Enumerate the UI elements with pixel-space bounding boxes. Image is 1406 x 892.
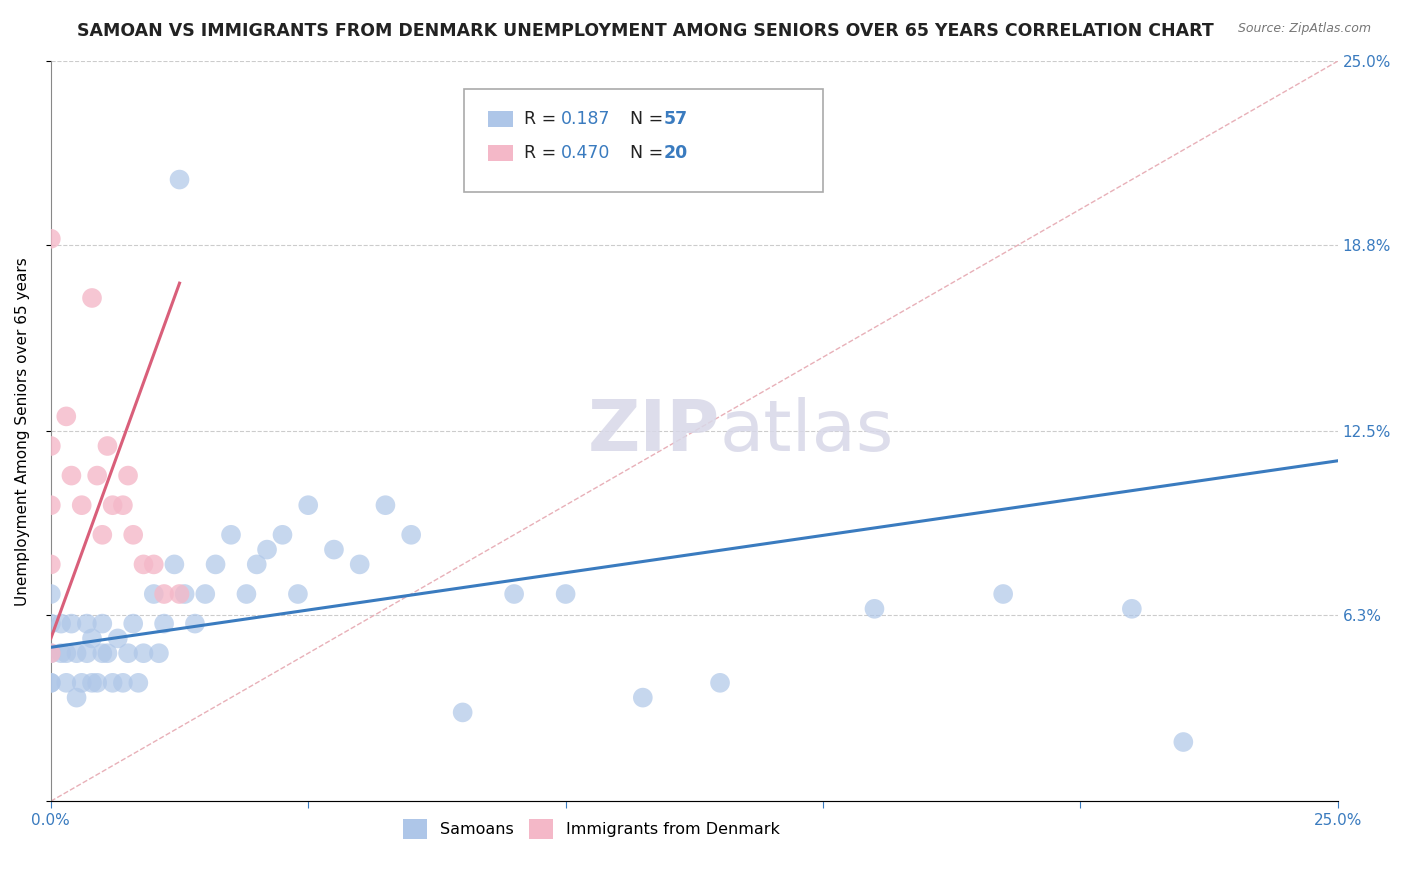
Point	[49, 646, 72, 660]
Point	[122, 528, 145, 542]
Point	[132, 558, 155, 572]
Point	[148, 646, 170, 660]
Legend: Samoans, Immigrants from Denmark: Samoans, Immigrants from Denmark	[396, 813, 786, 845]
Point	[60, 468, 83, 483]
Text: 20: 20	[664, 144, 688, 161]
Point	[709, 675, 731, 690]
Point	[101, 498, 124, 512]
Point	[65, 690, 87, 705]
Point	[96, 646, 118, 660]
Point	[39, 232, 62, 246]
Point	[39, 616, 62, 631]
Text: 0.187: 0.187	[561, 110, 610, 128]
Point	[107, 632, 129, 646]
Text: N =: N =	[630, 144, 669, 161]
Point	[271, 528, 294, 542]
Point	[96, 439, 118, 453]
Point	[49, 616, 72, 631]
Point	[39, 675, 62, 690]
Point	[76, 646, 98, 660]
Point	[287, 587, 309, 601]
Text: ZIP: ZIP	[588, 397, 720, 466]
Point	[39, 439, 62, 453]
Point	[39, 558, 62, 572]
Text: R =: R =	[524, 144, 562, 161]
Text: R =: R =	[524, 110, 562, 128]
Point	[55, 646, 77, 660]
Point	[70, 675, 93, 690]
Point	[297, 498, 319, 512]
Point	[39, 646, 62, 660]
Point	[235, 587, 257, 601]
Point	[132, 646, 155, 660]
Point	[122, 616, 145, 631]
Text: 57: 57	[664, 110, 688, 128]
Point	[204, 558, 226, 572]
Point	[39, 498, 62, 512]
Point	[39, 675, 62, 690]
Point	[101, 675, 124, 690]
Point	[60, 616, 83, 631]
Point	[39, 587, 62, 601]
Point	[142, 558, 165, 572]
Point	[127, 675, 149, 690]
Point	[80, 291, 103, 305]
Point	[451, 706, 474, 720]
Point	[111, 498, 134, 512]
Point	[374, 498, 396, 512]
Point	[173, 587, 195, 601]
Point	[256, 542, 278, 557]
Point	[65, 646, 87, 660]
Point	[163, 558, 186, 572]
Point	[554, 587, 576, 601]
Point	[117, 468, 139, 483]
Point	[219, 528, 242, 542]
Point	[80, 675, 103, 690]
Point	[184, 616, 207, 631]
Point	[91, 616, 114, 631]
Point	[117, 646, 139, 660]
Text: Source: ZipAtlas.com: Source: ZipAtlas.com	[1237, 22, 1371, 36]
Y-axis label: Unemployment Among Seniors over 65 years: Unemployment Among Seniors over 65 years	[15, 257, 30, 606]
Point	[991, 587, 1014, 601]
Point	[142, 587, 165, 601]
Point	[153, 616, 176, 631]
Point	[169, 172, 191, 186]
Point	[194, 587, 217, 601]
Point	[323, 542, 346, 557]
Point	[1121, 602, 1143, 616]
Point	[76, 616, 98, 631]
Point	[153, 587, 176, 601]
Point	[80, 632, 103, 646]
Point	[399, 528, 422, 542]
Point	[91, 646, 114, 660]
Point	[631, 690, 654, 705]
Point	[111, 675, 134, 690]
Text: 0.470: 0.470	[561, 144, 610, 161]
Text: N =: N =	[630, 110, 669, 128]
Point	[503, 587, 526, 601]
Point	[863, 602, 886, 616]
Point	[39, 646, 62, 660]
Point	[86, 468, 108, 483]
Point	[70, 498, 93, 512]
Point	[1173, 735, 1195, 749]
Point	[86, 675, 108, 690]
Text: SAMOAN VS IMMIGRANTS FROM DENMARK UNEMPLOYMENT AMONG SENIORS OVER 65 YEARS CORRE: SAMOAN VS IMMIGRANTS FROM DENMARK UNEMPL…	[77, 22, 1213, 40]
Point	[169, 587, 191, 601]
Point	[349, 558, 371, 572]
Point	[91, 528, 114, 542]
Point	[55, 409, 77, 424]
Text: atlas: atlas	[720, 397, 894, 466]
Point	[55, 675, 77, 690]
Point	[246, 558, 269, 572]
